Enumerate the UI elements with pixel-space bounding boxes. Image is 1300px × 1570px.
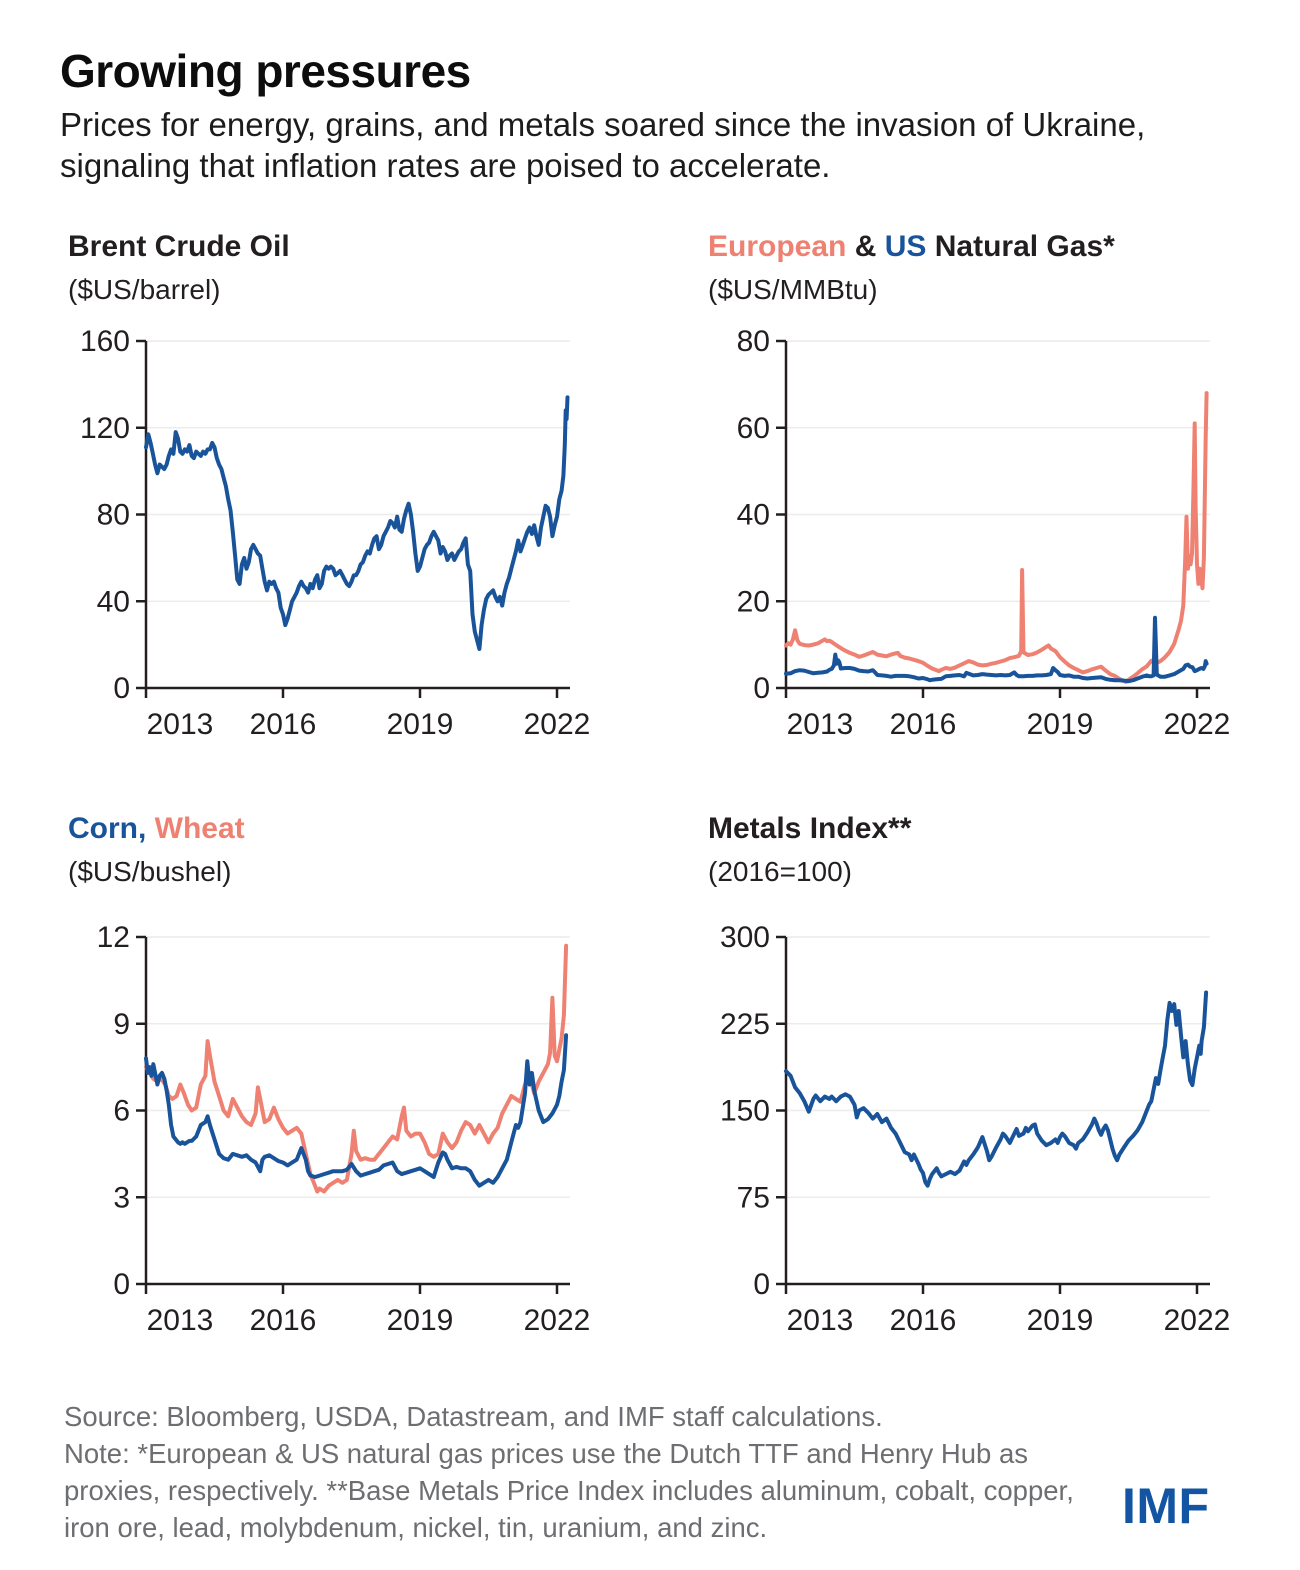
source-note: Source: Bloomberg, USDA, Datastream, and… bbox=[64, 1398, 1084, 1546]
y-tick-label: 300 bbox=[720, 921, 770, 954]
chart-title-part: Natural Gas* bbox=[926, 230, 1115, 263]
y-tick-label: 0 bbox=[753, 1268, 770, 1301]
chart-title-natural-gas: European & US Natural Gas* bbox=[708, 230, 1115, 264]
y-tick-label: 6 bbox=[113, 1095, 130, 1128]
x-tick-label: 2019 bbox=[387, 1304, 454, 1337]
base-metals-price-index-line bbox=[784, 990, 1209, 1188]
corn-line bbox=[144, 1033, 569, 1188]
chart-unit-metals: (2016=100) bbox=[708, 856, 853, 887]
us-natural-gas-henry-hub--line bbox=[784, 615, 1209, 684]
x-tick-label: 2013 bbox=[147, 708, 214, 741]
y-tick-label: 60 bbox=[737, 412, 770, 445]
y-tick-label: 80 bbox=[737, 325, 770, 358]
y-tick-label: 160 bbox=[80, 325, 130, 358]
european-natural-gas-dutch-ttf--line bbox=[784, 391, 1209, 684]
note-line: Note: *European & US natural gas prices … bbox=[64, 1438, 1074, 1543]
natural-gas-chart: 0 20 40 60 80 2013 2016 2019 2022 bbox=[737, 325, 1231, 741]
chart-title-metals: Metals Index** bbox=[708, 812, 911, 846]
x-tick-label: 2013 bbox=[787, 1304, 854, 1337]
chart-title-part: US bbox=[884, 230, 927, 263]
wheat-line bbox=[144, 943, 569, 1194]
chart-title-part: European bbox=[708, 230, 847, 263]
chart-title-corn-wheat: Corn, Wheat bbox=[68, 812, 245, 846]
y-tick-label: 0 bbox=[113, 1268, 130, 1301]
y-tick-label: 150 bbox=[720, 1095, 770, 1128]
page-title: Growing pressures bbox=[60, 45, 471, 97]
y-tick-label: 3 bbox=[113, 1181, 130, 1214]
y-tick-label: 80 bbox=[97, 499, 130, 532]
chart-unit-corn-wheat: ($US/bushel) bbox=[68, 856, 232, 887]
x-tick-label: 2016 bbox=[250, 708, 317, 741]
y-tick-label: 0 bbox=[113, 672, 130, 705]
chart-title-part: Metals Index** bbox=[708, 812, 912, 845]
y-tick-label: 20 bbox=[737, 585, 770, 618]
metals-index-chart: 0 75 150 225 300 2013 2016 2019 2022 bbox=[720, 921, 1231, 1337]
chart-unit-natural-gas: ($US/MMBtu) bbox=[708, 274, 878, 305]
chart-title-part: Wheat bbox=[146, 812, 245, 845]
x-tick-label: 2016 bbox=[250, 1304, 317, 1337]
y-tick-label: 120 bbox=[80, 412, 130, 445]
y-tick-label: 12 bbox=[97, 921, 130, 954]
y-tick-label: 225 bbox=[720, 1008, 770, 1041]
x-tick-label: 2022 bbox=[524, 1304, 591, 1337]
chart-title-part: & bbox=[846, 230, 885, 263]
x-tick-label: 2019 bbox=[1027, 708, 1094, 741]
y-tick-label: 9 bbox=[113, 1008, 130, 1041]
y-tick-label: 40 bbox=[97, 585, 130, 618]
chart-title-part: Corn, bbox=[68, 812, 147, 845]
x-tick-label: 2022 bbox=[1164, 1304, 1231, 1337]
chart-unit-brent: ($US/barrel) bbox=[68, 274, 221, 305]
chart-title-part: Brent Crude Oil bbox=[68, 230, 290, 263]
x-tick-label: 2013 bbox=[147, 1304, 214, 1337]
y-tick-label: 0 bbox=[753, 672, 770, 705]
x-tick-label: 2022 bbox=[1164, 708, 1231, 741]
source-line: Source: Bloomberg, USDA, Datastream, and… bbox=[64, 1401, 883, 1432]
brent-crude-oil-line bbox=[144, 395, 570, 651]
x-tick-label: 2019 bbox=[1027, 1304, 1094, 1337]
y-tick-label: 40 bbox=[737, 499, 770, 532]
x-tick-label: 2016 bbox=[890, 1304, 957, 1337]
x-tick-label: 2016 bbox=[890, 708, 957, 741]
imf-logo: IMF bbox=[1122, 1478, 1210, 1534]
x-tick-label: 2022 bbox=[524, 708, 591, 741]
y-tick-label: 75 bbox=[737, 1181, 770, 1214]
brent-crude-oil-chart: 0 40 80 120 160 2013 2016 2019 2022 bbox=[80, 325, 591, 741]
corn-wheat-chart: 0 3 6 9 12 2013 2016 2019 2022 bbox=[97, 921, 591, 1337]
page-subtitle: Prices for energy, grains, and metals so… bbox=[60, 106, 1146, 184]
x-tick-label: 2019 bbox=[387, 708, 454, 741]
chart-title-brent: Brent Crude Oil bbox=[68, 230, 290, 264]
x-tick-label: 2013 bbox=[787, 708, 854, 741]
